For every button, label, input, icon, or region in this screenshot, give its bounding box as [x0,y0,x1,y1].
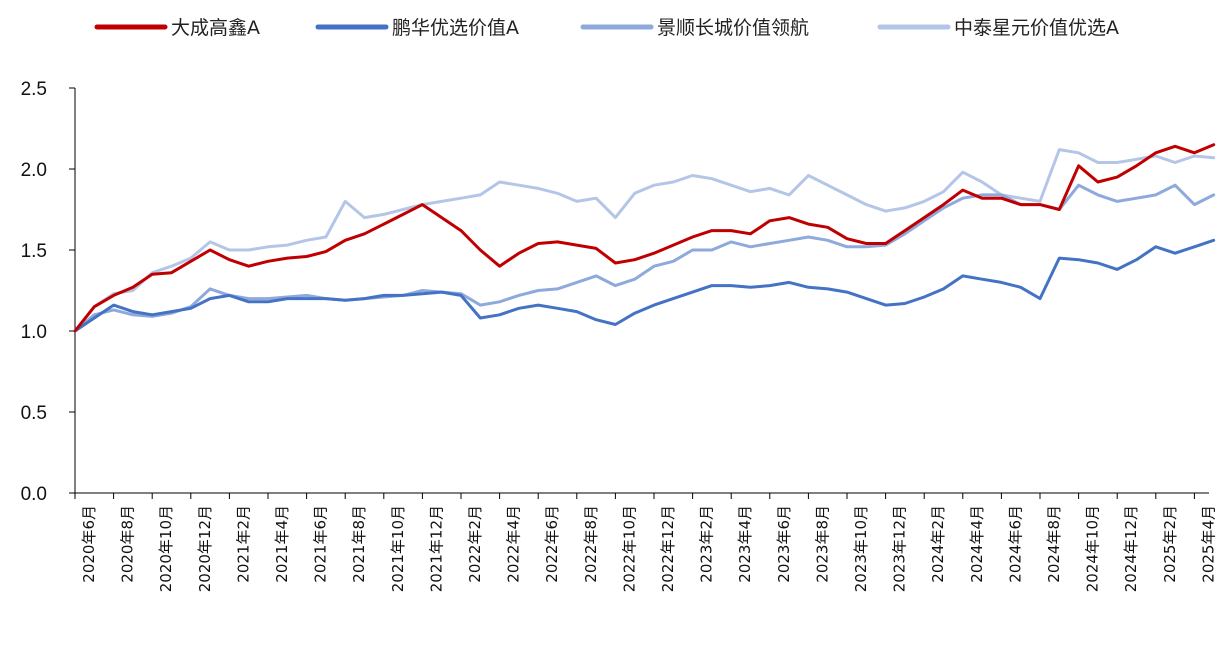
x-tick-label: 2020年10月 [157,505,175,592]
y-tick-label: 0.5 [21,403,47,424]
x-tick-label: 2023年12月 [891,505,909,592]
x-tick-label: 2024年6月 [1006,505,1024,583]
x-tick-label: 2024年2月 [929,505,947,583]
y-axis: 0.0 0.5 1.0 1.5 2.0 2.5 [21,79,76,505]
legend-label-3: 景顺长城价值领航 [657,17,809,39]
legend: 大成高鑫A 鹏华优选价值A 景顺长城价值领航 中泰星元价值优选A [94,17,1119,39]
x-tick-label: 2023年8月 [813,505,831,583]
x-tick-label: 2020年12月 [196,505,214,592]
y-tick-label: 2.5 [21,79,47,100]
x-tick-label: 2021年12月 [427,505,445,592]
x-tick-label: 2022年8月 [582,505,600,583]
x-tick-label: 2022年12月 [659,505,677,592]
y-tick-label: 1.5 [21,241,47,262]
x-tick-label: 2021年8月 [350,505,368,583]
x-tick-label: 2020年6月 [80,505,98,583]
x-tick-label: 2021年6月 [312,505,330,583]
y-tick-label: 2.0 [21,160,47,181]
series-line-1 [73,143,1216,333]
legend-label-1: 大成高鑫A [171,17,260,39]
x-tick-label: 2022年4月 [505,505,523,583]
y-tick-label: 1.0 [21,322,47,343]
x-tick-label: 2021年4月 [273,505,291,583]
x-tick-label: 2020年8月 [119,505,137,583]
x-tick-label: 2022年6月 [543,505,561,583]
series-line-4 [73,148,1216,333]
legend-label-4: 中泰星元价值优选A [954,17,1119,39]
x-tick-label: 2023年10月 [852,505,870,592]
x-tick-label: 2024年8月 [1045,505,1063,583]
x-tick-label: 2022年2月 [466,505,484,583]
x-tick-label: 2023年4月 [736,505,754,583]
x-tick-label: 2024年10月 [1084,505,1102,592]
x-tick-label: 2025年4月 [1199,505,1217,583]
x-tick-label: 2021年10月 [389,505,407,592]
x-tick-label: 2023年2月 [698,505,716,583]
x-tick-label: 2022年10月 [620,505,638,592]
plot-area [73,143,1216,333]
legend-label-2: 鹏华优选价值A [392,17,519,39]
series-line-2 [73,238,1216,333]
x-tick-label: 2023年6月 [775,505,793,583]
y-tick-label: 0.0 [21,484,47,505]
x-tick-label: 2021年2月 [234,505,252,583]
x-tick-label: 2025年2月 [1161,505,1179,583]
x-tick-label: 2024年4月 [968,505,986,583]
x-tick-label: 2024年12月 [1122,505,1140,592]
x-axis: 2020年6月 2020年8月 2020年10月 2020年12月 2021年2月 202… [74,492,1217,592]
